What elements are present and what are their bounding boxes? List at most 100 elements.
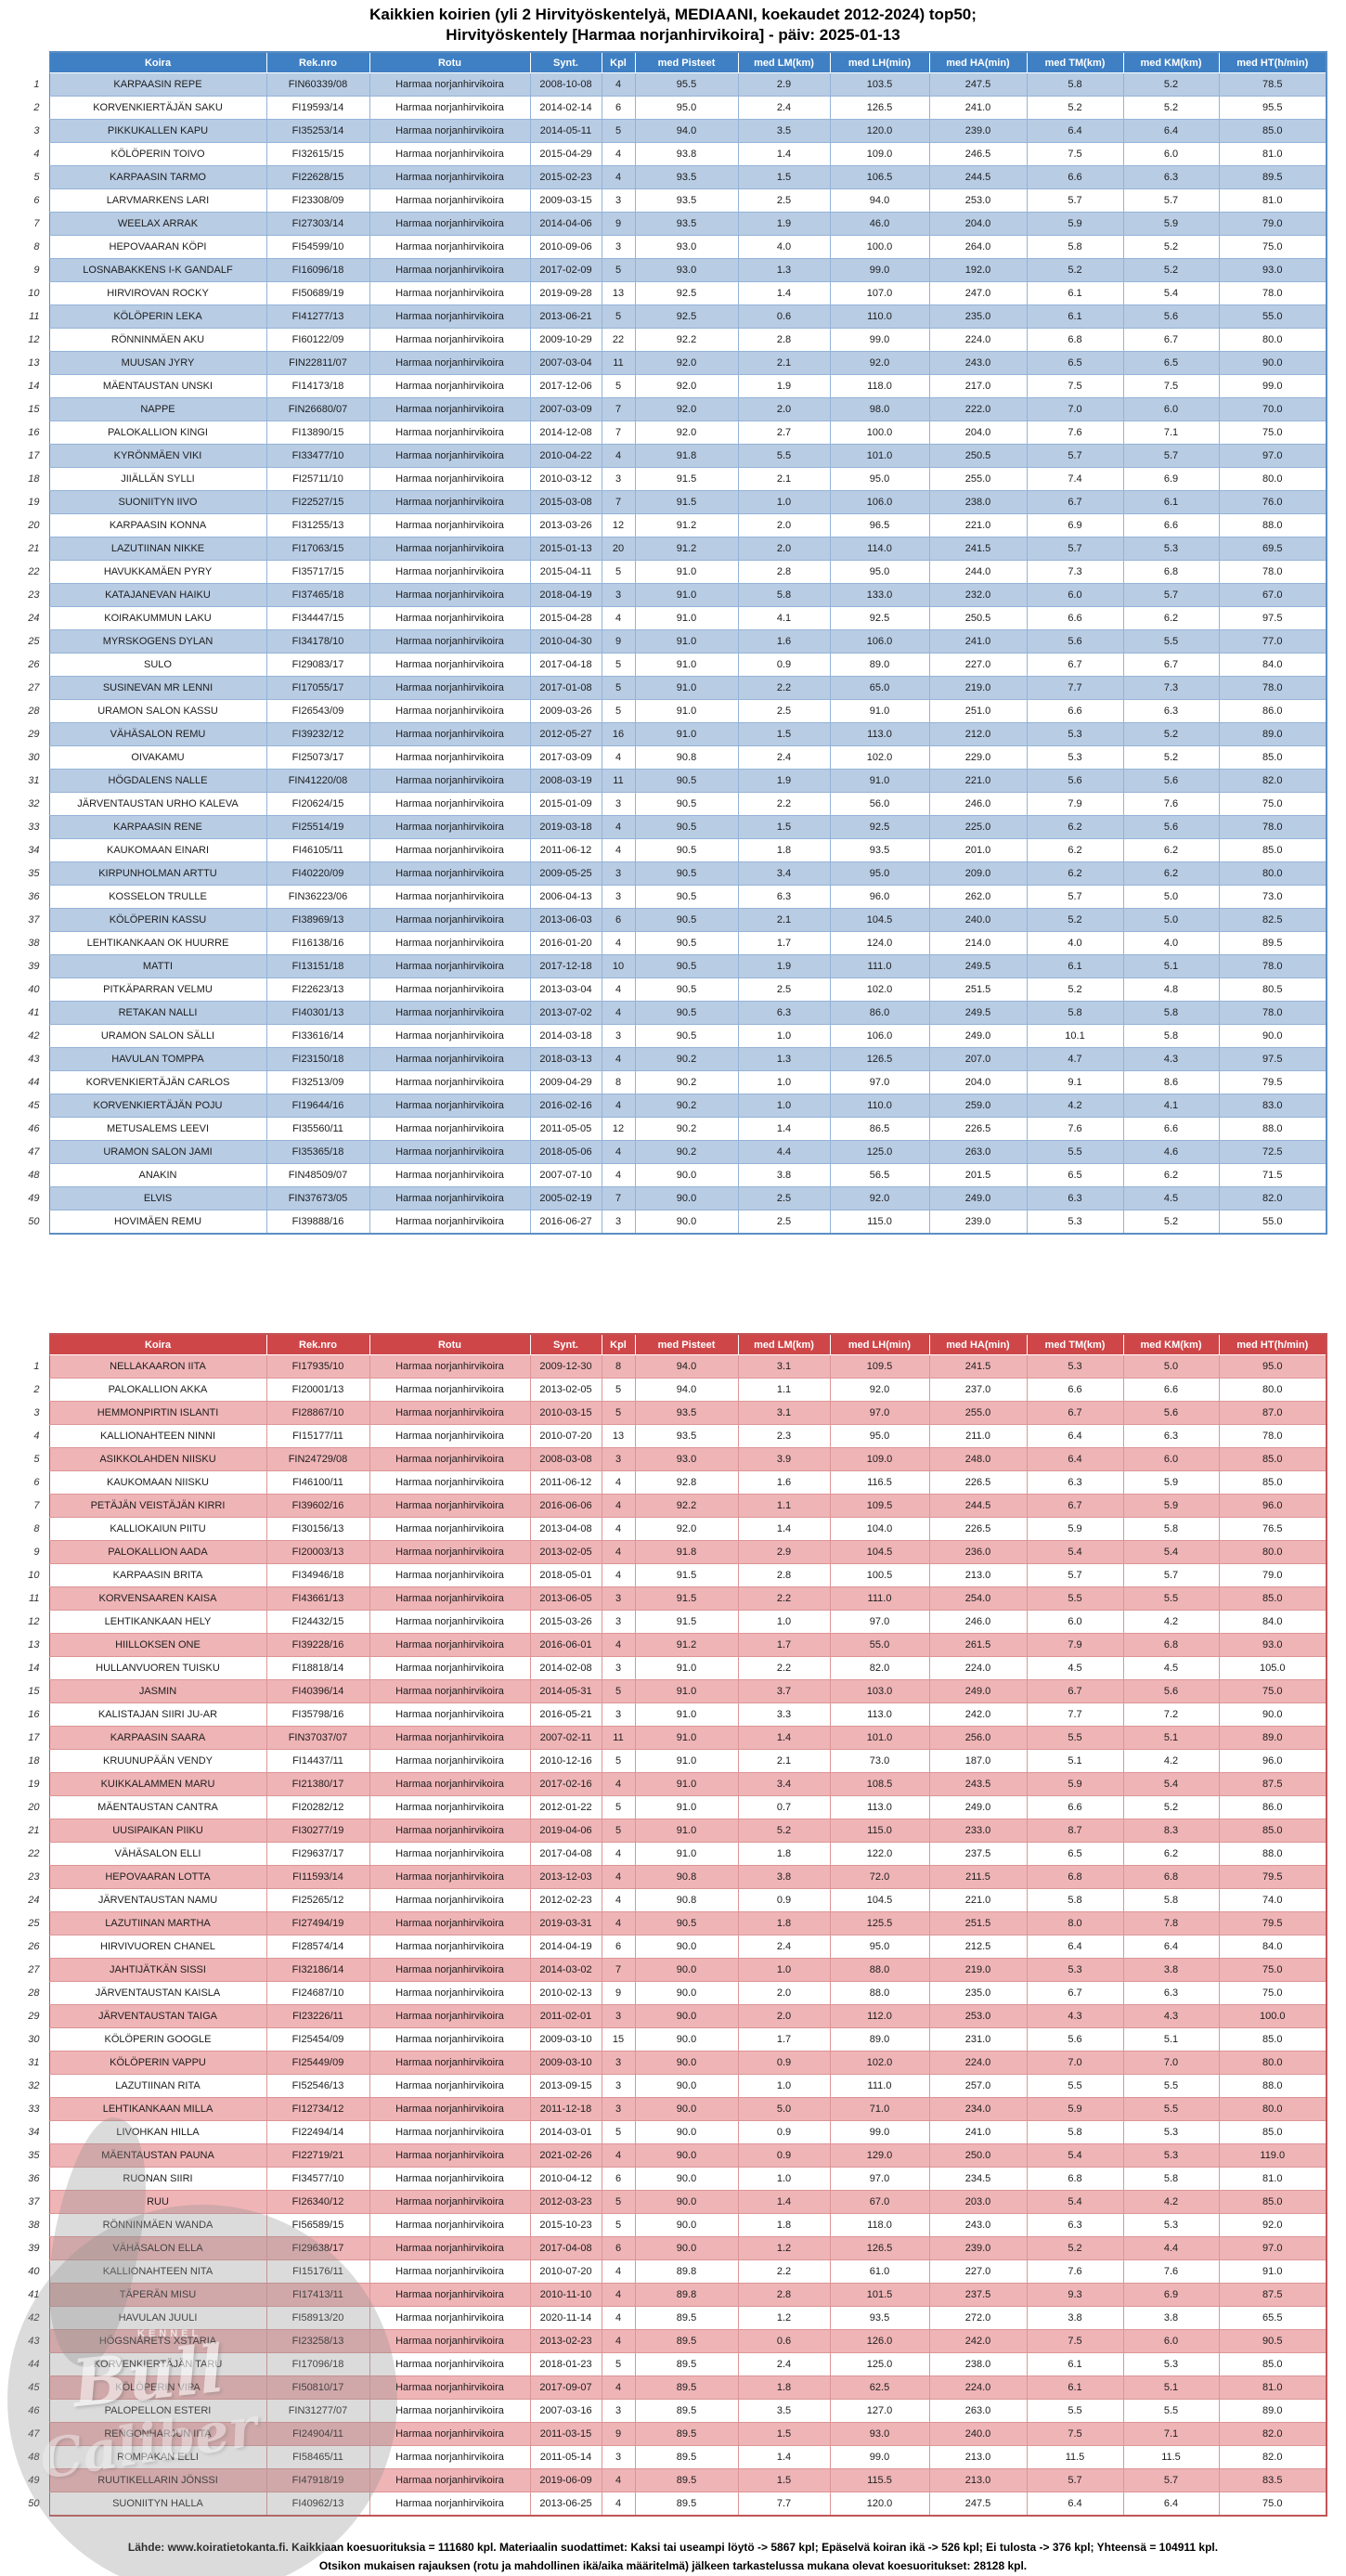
data-cell: FI37465/18 <box>265 583 370 607</box>
table-row: 5 ASIKKOLAHDEN NIISKU FIN24729/08 Harmaa no… <box>0 1447 1327 1471</box>
data-cell: 233.0 <box>928 1819 1028 1843</box>
data-cell: Harmaa norjanhirvikoira <box>369 1447 531 1471</box>
data-cell: 75.0 <box>1218 1958 1327 1982</box>
data-cell: 11 <box>601 769 636 793</box>
rank-cell: 15 <box>0 1679 49 1703</box>
data-cell: FI25454/09 <box>265 2027 370 2052</box>
data-cell: 1.0 <box>737 490 831 514</box>
data-cell: FI22719/21 <box>265 2143 370 2168</box>
data-cell: 6.2 <box>1026 815 1124 839</box>
data-cell: 6.0 <box>1122 2329 1220 2353</box>
rank-cell: 35 <box>0 861 49 886</box>
table-row: 35 MÄENTAUSTAN PAUNA FI22719/21 Harmaa norj… <box>0 2143 1327 2168</box>
rank-cell: 27 <box>0 1958 49 1982</box>
data-cell: 5.2 <box>1122 745 1220 770</box>
data-cell: 6.9 <box>1122 2283 1220 2307</box>
data-cell: FI32186/14 <box>265 1958 370 1982</box>
data-cell: 2.4 <box>737 96 831 120</box>
data-cell: 80.0 <box>1218 1378 1327 1402</box>
data-cell: 5.1 <box>1026 1749 1124 1773</box>
data-cell: 248.0 <box>928 1447 1028 1471</box>
data-cell: 2.8 <box>737 328 831 352</box>
table-row: 33 KARPAASIN RENE FI25514/19 Harmaa norjanh… <box>0 815 1327 839</box>
data-cell: 2017-12-18 <box>529 954 602 978</box>
data-cell: Harmaa norjanhirvikoira <box>369 397 531 421</box>
data-cell: Harmaa norjanhirvikoira <box>369 165 531 189</box>
data-cell: 2017-02-09 <box>529 258 602 282</box>
data-cell: 75.0 <box>1218 2492 1327 2517</box>
data-cell: 91.5 <box>634 1563 739 1587</box>
data-cell: 2.5 <box>737 699 831 723</box>
data-cell: 5 <box>601 258 636 282</box>
data-cell: 1.0 <box>737 1024 831 1048</box>
data-cell: 118.0 <box>829 2213 930 2237</box>
data-cell: 5.9 <box>1026 1517 1124 1541</box>
data-cell: 5.5 <box>1026 1726 1124 1750</box>
data-cell: HIRVIROVAN ROCKY <box>48 281 267 305</box>
data-cell: 241.0 <box>928 96 1028 120</box>
data-cell: FI39232/12 <box>265 722 370 746</box>
data-cell: 91.0 <box>634 1726 739 1750</box>
data-cell: 1.6 <box>737 1470 831 1495</box>
data-cell: 126.5 <box>829 2236 930 2260</box>
data-cell: 2016-01-20 <box>529 931 602 955</box>
data-cell: 91.5 <box>634 1586 739 1611</box>
data-cell: 101.0 <box>829 1726 930 1750</box>
data-cell: JÄRVENTAUSTAN URHO KALEVA <box>48 792 267 816</box>
data-cell: 4 <box>601 1540 636 1564</box>
data-cell: 6.4 <box>1026 1424 1124 1448</box>
data-cell: 5.8 <box>1026 2120 1124 2144</box>
data-cell: 6 <box>601 2236 636 2260</box>
data-cell: 5.3 <box>1122 2143 1220 2168</box>
data-cell: 109.5 <box>829 1494 930 1518</box>
data-cell: 56.0 <box>829 792 930 816</box>
data-cell: 97.5 <box>1218 606 1327 630</box>
data-cell: Harmaa norjanhirvikoira <box>369 1210 531 1235</box>
data-cell: 6.4 <box>1026 1447 1124 1471</box>
data-cell: Harmaa norjanhirvikoira <box>369 490 531 514</box>
data-cell: 2.4 <box>737 745 831 770</box>
data-cell: Harmaa norjanhirvikoira <box>369 1117 531 1141</box>
data-cell: Harmaa norjanhirvikoira <box>369 2051 531 2075</box>
data-cell: FI40396/14 <box>265 1679 370 1703</box>
data-cell: 91.8 <box>634 1540 739 1564</box>
rank-cell: 17 <box>0 444 49 468</box>
data-cell: 92.5 <box>634 281 739 305</box>
table-row: 50 HOVIMÄEN REMU FI39888/16 Harmaa norjanhi… <box>0 1210 1327 1235</box>
table-row: 29 VÄHÄSALON REMU FI39232/12 Harmaa norjanh… <box>0 722 1327 746</box>
data-cell: 90.5 <box>634 792 739 816</box>
results-table-1: Koira Rek.nro Rotu Synt. Kpl med Pisteet med L… <box>0 51 1327 1235</box>
data-cell: 4 <box>601 1865 636 1889</box>
data-cell: 1.0 <box>737 2074 831 2098</box>
rank-cell: 3 <box>0 119 49 143</box>
rank-cell: 26 <box>0 1935 49 1959</box>
data-cell: HEPOVAARAN KÖPI <box>48 235 267 259</box>
data-cell: ROMPAKAN ELLI <box>48 2445 267 2469</box>
rank-cell: 15 <box>0 397 49 421</box>
data-cell: 5.7 <box>1122 583 1220 607</box>
data-cell: 86.5 <box>829 1117 930 1141</box>
data-cell: 243.0 <box>928 2213 1028 2237</box>
data-cell: 6.3 <box>737 1001 831 1025</box>
data-cell: 4.6 <box>1122 1140 1220 1164</box>
data-cell: 9 <box>601 629 636 654</box>
data-cell: 2014-02-14 <box>529 96 602 120</box>
data-cell: 4.2 <box>1122 2190 1220 2214</box>
data-cell: 6 <box>601 908 636 932</box>
data-cell: 92.0 <box>634 374 739 398</box>
data-cell: 89.0 <box>1218 722 1327 746</box>
data-cell: 82.0 <box>1218 769 1327 793</box>
data-cell: FI35798/16 <box>265 1702 370 1727</box>
data-cell: 2014-05-31 <box>529 1679 602 1703</box>
rank-cell: 16 <box>0 1702 49 1727</box>
data-cell: PALOKALLION AKKA <box>48 1378 267 1402</box>
data-cell: 6.6 <box>1026 165 1124 189</box>
table-row: 17 KARPAASIN SAARA FIN37037/07 Harmaa norja… <box>0 1726 1327 1750</box>
data-cell: 239.0 <box>928 2236 1028 2260</box>
data-cell: 5.0 <box>1122 908 1220 932</box>
data-cell: 3.8 <box>1122 1958 1220 1982</box>
data-cell: 4 <box>601 977 636 1002</box>
data-cell: Harmaa norjanhirvikoira <box>369 1958 531 1982</box>
data-cell: 2013-02-05 <box>529 1540 602 1564</box>
rank-cell: 47 <box>0 2422 49 2446</box>
